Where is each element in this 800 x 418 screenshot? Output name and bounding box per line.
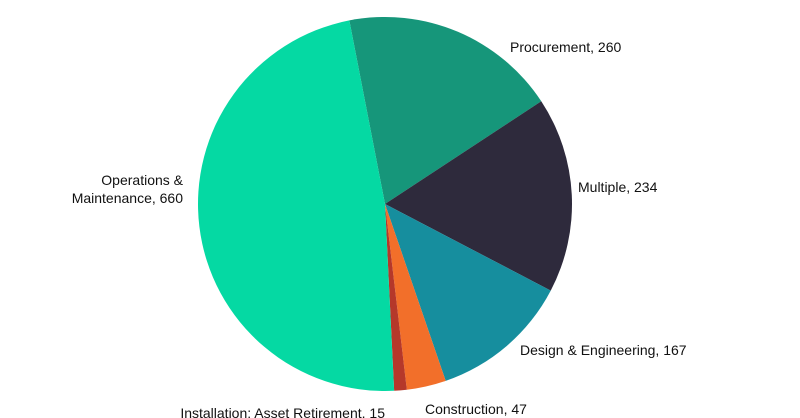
pie-slice (385, 204, 407, 391)
pie-slice (198, 20, 395, 391)
slice-label: Design & Engineering, 167 (520, 342, 687, 358)
slice-label: Operations & Maintenance, 660 (72, 172, 184, 206)
pie-slice (385, 101, 572, 291)
slice-label: Installation; Asset Retirement, 15 (180, 405, 385, 418)
pie-slice (349, 17, 542, 205)
slice-label: Multiple, 234 (578, 179, 658, 195)
slice-label: Construction, 47 (425, 401, 527, 417)
pie-slice (385, 204, 446, 390)
pie-slice (385, 204, 551, 381)
slice-label: Procurement, 260 (510, 39, 621, 55)
